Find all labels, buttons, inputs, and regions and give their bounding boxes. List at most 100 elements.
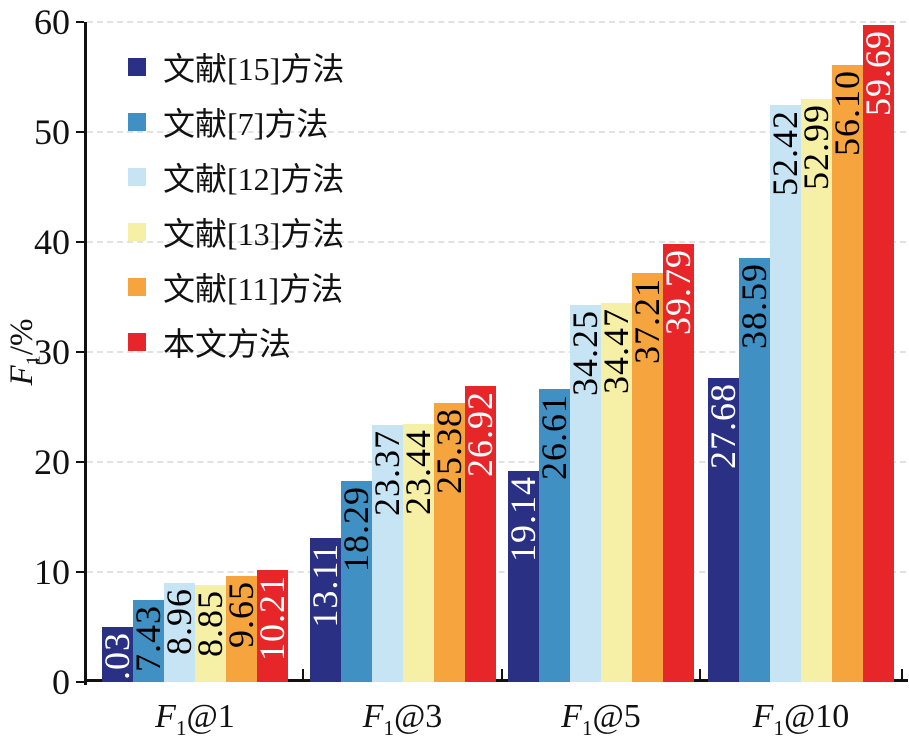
y-tick-label: 30 <box>34 332 70 372</box>
label-fragment: @1 <box>186 698 235 735</box>
y-gridline <box>87 241 906 243</box>
bar <box>371 424 403 682</box>
bar-value-label: 27.68 <box>703 382 743 469</box>
legend-label: 文献[12]方法 <box>163 160 345 197</box>
y-tick-mark <box>76 131 84 133</box>
y-gridline <box>87 21 906 23</box>
y-gridline <box>87 351 906 353</box>
bar <box>570 305 601 682</box>
legend-label: 文献[11]方法 <box>163 270 344 307</box>
label-fragment: F <box>155 698 176 735</box>
legend-label: 文献[15]方法 <box>163 50 345 87</box>
y-tick-mark <box>76 461 84 463</box>
y-tick-label: 40 <box>34 222 70 262</box>
bar <box>226 575 257 682</box>
label-fragment: F <box>362 698 384 735</box>
bar-value-text: 26.61 <box>534 394 574 481</box>
label-fragment: F <box>752 698 774 735</box>
legend-label: 文献[7]方法 <box>163 105 329 142</box>
x-tick-mark <box>302 669 304 679</box>
legend-item: 文献[11]方法 <box>128 259 344 314</box>
y-tick-label: 0 <box>52 662 70 702</box>
legend-swatch <box>128 277 146 296</box>
bar <box>102 626 133 682</box>
x-axis-line <box>84 679 908 682</box>
y-tick-mark <box>76 681 84 683</box>
bar-value-text: 39.79 <box>658 249 698 336</box>
bar <box>770 105 801 682</box>
legend-swatch <box>128 57 146 76</box>
legend-label: 文献[13]方法 <box>163 215 345 252</box>
x-tick-mark <box>699 669 701 679</box>
y-tick-label: 10 <box>34 552 70 592</box>
bar <box>863 25 894 682</box>
legend-item: 文献[12]方法 <box>128 149 344 204</box>
label-fragment: 1 <box>383 715 394 738</box>
y-gridline <box>87 131 906 133</box>
x-category-label: F1@10 <box>700 697 902 738</box>
legend-swatch <box>128 332 146 351</box>
bar <box>632 272 663 682</box>
x-tick-mark <box>901 669 903 679</box>
label-fragment: @3 <box>394 698 443 735</box>
legend-label: 本文方法 <box>163 325 292 362</box>
y-axis-line <box>84 22 87 685</box>
bar-value-text: 27.68 <box>703 382 743 469</box>
bar-value-text: 38.59 <box>734 262 774 349</box>
y-tick-mark <box>76 351 84 353</box>
bar <box>508 471 539 682</box>
y-tick-label: 50 <box>34 112 70 152</box>
bar-value-label: 26.61 <box>534 394 574 481</box>
label-fragment: F <box>4 365 40 386</box>
legend-item: 文献[13]方法 <box>128 204 344 259</box>
bar <box>433 402 465 682</box>
bar-value-text: 10.21 <box>252 574 292 661</box>
x-tick-mark <box>501 669 503 679</box>
bar-value-label: 39.79 <box>658 249 698 336</box>
bar <box>309 537 341 682</box>
y-gridline <box>87 571 906 573</box>
y-gridline <box>87 461 906 463</box>
x-category-label: F1@3 <box>303 697 502 738</box>
bar-value-label: 19.14 <box>503 476 543 562</box>
label-fragment: 1 <box>22 355 45 366</box>
bar <box>133 600 164 682</box>
y-tick-mark <box>76 21 84 23</box>
bar <box>340 480 372 682</box>
x-category-label: F1@5 <box>502 697 700 738</box>
bar <box>539 389 570 682</box>
label-fragment: 1 <box>773 715 784 738</box>
bar <box>257 569 288 682</box>
legend-swatch <box>128 222 146 241</box>
legend-item: 本文方法 <box>128 314 344 369</box>
bar <box>832 64 863 682</box>
bar-value-text: 26.92 <box>459 390 500 477</box>
bar <box>601 302 632 682</box>
y-tick-mark <box>76 241 84 243</box>
label-fragment: 1 <box>581 715 593 738</box>
bar <box>164 583 195 682</box>
y-tick-mark <box>76 571 84 573</box>
bar-value-label: 10.21 <box>252 574 292 661</box>
label-fragment: 1 <box>175 715 187 738</box>
bar-value-label: 59.69 <box>858 30 898 117</box>
bar <box>739 257 770 682</box>
legend-item: 文献[15]方法 <box>128 39 344 94</box>
x-category-label: F1@1 <box>87 697 303 738</box>
y-tick-label: 60 <box>34 2 70 42</box>
legend-swatch <box>128 112 146 131</box>
label-fragment: @5 <box>592 698 641 735</box>
legend-item: 文献[7]方法 <box>128 94 344 149</box>
bar <box>708 377 739 682</box>
label-fragment: F <box>561 698 582 735</box>
bar-value-label: 38.59 <box>734 262 774 349</box>
bar <box>801 99 832 682</box>
bar <box>402 424 434 682</box>
y-axis-title: F1/% <box>2 282 45 422</box>
bar <box>195 584 226 682</box>
bar-value-text: 59.69 <box>858 30 898 117</box>
label-fragment: /% <box>4 318 40 356</box>
legend: 文献[15]方法 文献[7]方法 文献[12]方法 文献[13]方法 文献[11]方法本… <box>128 39 344 369</box>
bar-value-label: 26.92 <box>459 390 500 477</box>
